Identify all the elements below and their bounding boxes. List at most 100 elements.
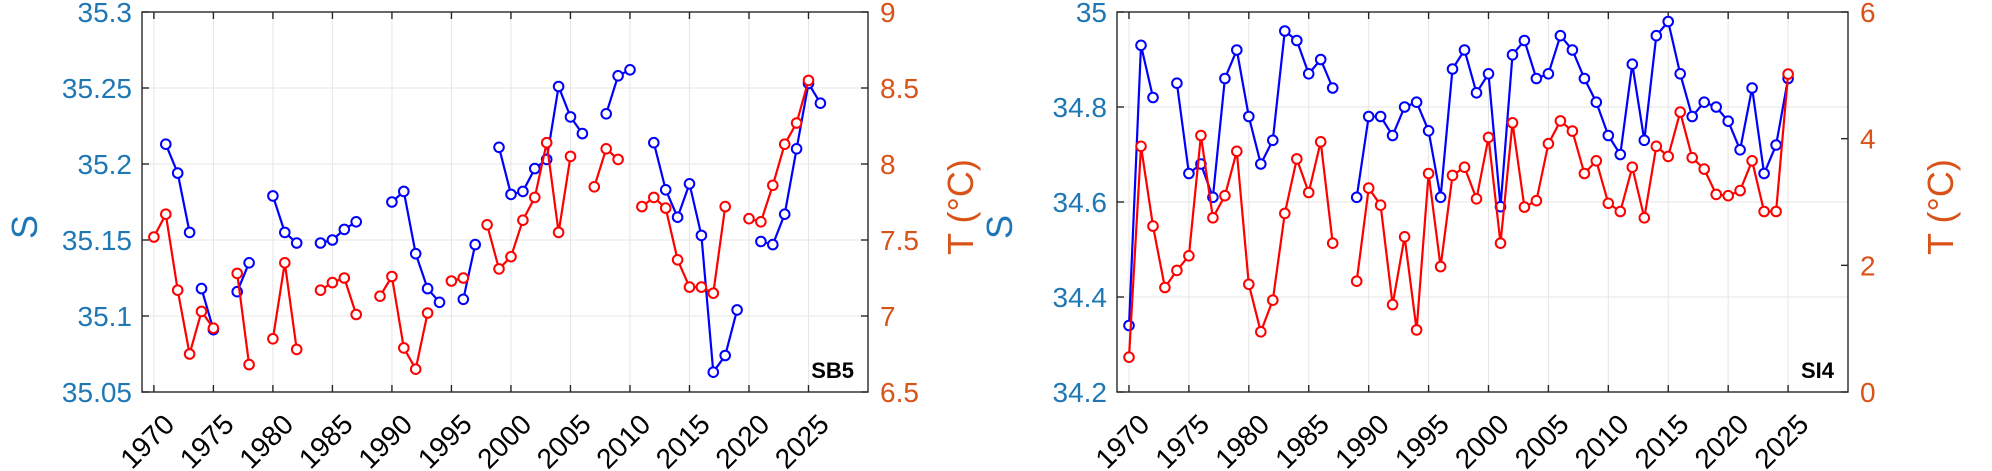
data-point [1410,96,1423,108]
data-point [1147,91,1159,104]
data-point [1470,87,1483,99]
data-point [243,257,255,269]
data-point [814,97,827,109]
y-right-tick-label: 0 [1860,377,1876,408]
x-tick-label: 2010 [1569,408,1635,471]
data-point [386,196,398,208]
data-point [1267,294,1279,307]
data-point [719,349,732,362]
data-point [1362,182,1375,194]
data-point [683,281,696,293]
data-point [1243,278,1255,291]
panel-label: SB5 [811,358,854,383]
data-point [1183,250,1195,262]
data-point [290,343,303,356]
data-point [1159,281,1171,294]
x-tick-label: 1990 [1329,408,1395,471]
data-point [1135,140,1147,153]
x-tick-label: 2025 [769,408,835,471]
series-salinity [160,64,827,379]
data-point [457,293,470,306]
data-point [1255,158,1267,170]
data-point [1183,167,1195,180]
y-left-tick-label: 34.4 [1053,282,1108,313]
data-point [350,308,363,321]
data-point [279,226,291,239]
data-point [1398,101,1411,113]
data-point [445,275,458,287]
data-point [1530,194,1543,207]
y-right-tick-label: 7.5 [880,225,919,256]
data-point [469,238,482,251]
x-tick-label: 2015 [650,408,716,471]
data-point [517,185,529,198]
data-point [1686,151,1698,164]
data-point [326,276,339,289]
data-point [505,188,517,201]
series-line [236,273,251,365]
data-point [1686,110,1698,123]
y-left-tick-label: 35.2 [78,149,133,180]
data-point [243,358,255,371]
y-left-tick-label: 34.2 [1053,377,1108,408]
data-point [743,212,755,225]
data-point [1422,167,1435,180]
data-point [493,263,505,275]
data-point [1422,125,1435,137]
data-point [1350,191,1363,204]
y-right-tick-label: 8 [880,149,896,180]
data-point [1279,25,1291,37]
data-point [1602,197,1615,210]
data-point [600,143,613,155]
series-salinity [1123,15,1794,332]
data-point [1446,63,1459,75]
data-point [624,64,636,76]
data-point [1650,29,1663,42]
data-point [755,235,767,248]
data-point [1350,275,1363,288]
data-point [1674,106,1686,118]
y-left-tick-label: 35.1 [78,301,133,332]
data-point [1231,145,1243,158]
data-point [1638,134,1651,147]
data-point [350,216,363,228]
x-tick-label: 2000 [1449,408,1515,471]
y-right-tick-label: 9 [880,0,896,28]
data-point [1614,148,1627,161]
y-left-tick-label: 35.15 [62,225,132,256]
data-point [1291,34,1303,47]
series-line [164,143,191,233]
data-point [588,181,601,193]
data-point [1243,110,1255,123]
series-line [1175,28,1334,198]
data-point [1758,205,1770,218]
data-point [1446,169,1459,182]
data-point [767,238,779,251]
data-point [1698,163,1710,175]
data-point [1590,155,1603,167]
data-point [1734,144,1746,156]
data-point [481,219,493,231]
data-point [1554,29,1567,42]
x-tick-label: 2000 [471,408,537,471]
x-tick-label: 2020 [709,408,775,471]
data-point [540,136,553,149]
data-point [326,234,339,246]
data-point [564,150,577,163]
data-point [338,272,351,284]
data-point [1710,188,1722,201]
x-tick-label: 2020 [1689,408,1755,471]
data-point [1566,125,1579,137]
data-point [1770,205,1782,218]
data-point [160,208,172,220]
data-point [707,366,720,379]
x-tick-label: 2015 [1629,408,1695,471]
data-point [195,305,208,318]
data-point [267,190,279,202]
data-point [1554,115,1567,127]
data-point [719,200,732,213]
data-point [1746,155,1758,167]
data-point [1518,201,1531,213]
data-point [790,143,803,155]
data-point [1326,82,1339,94]
